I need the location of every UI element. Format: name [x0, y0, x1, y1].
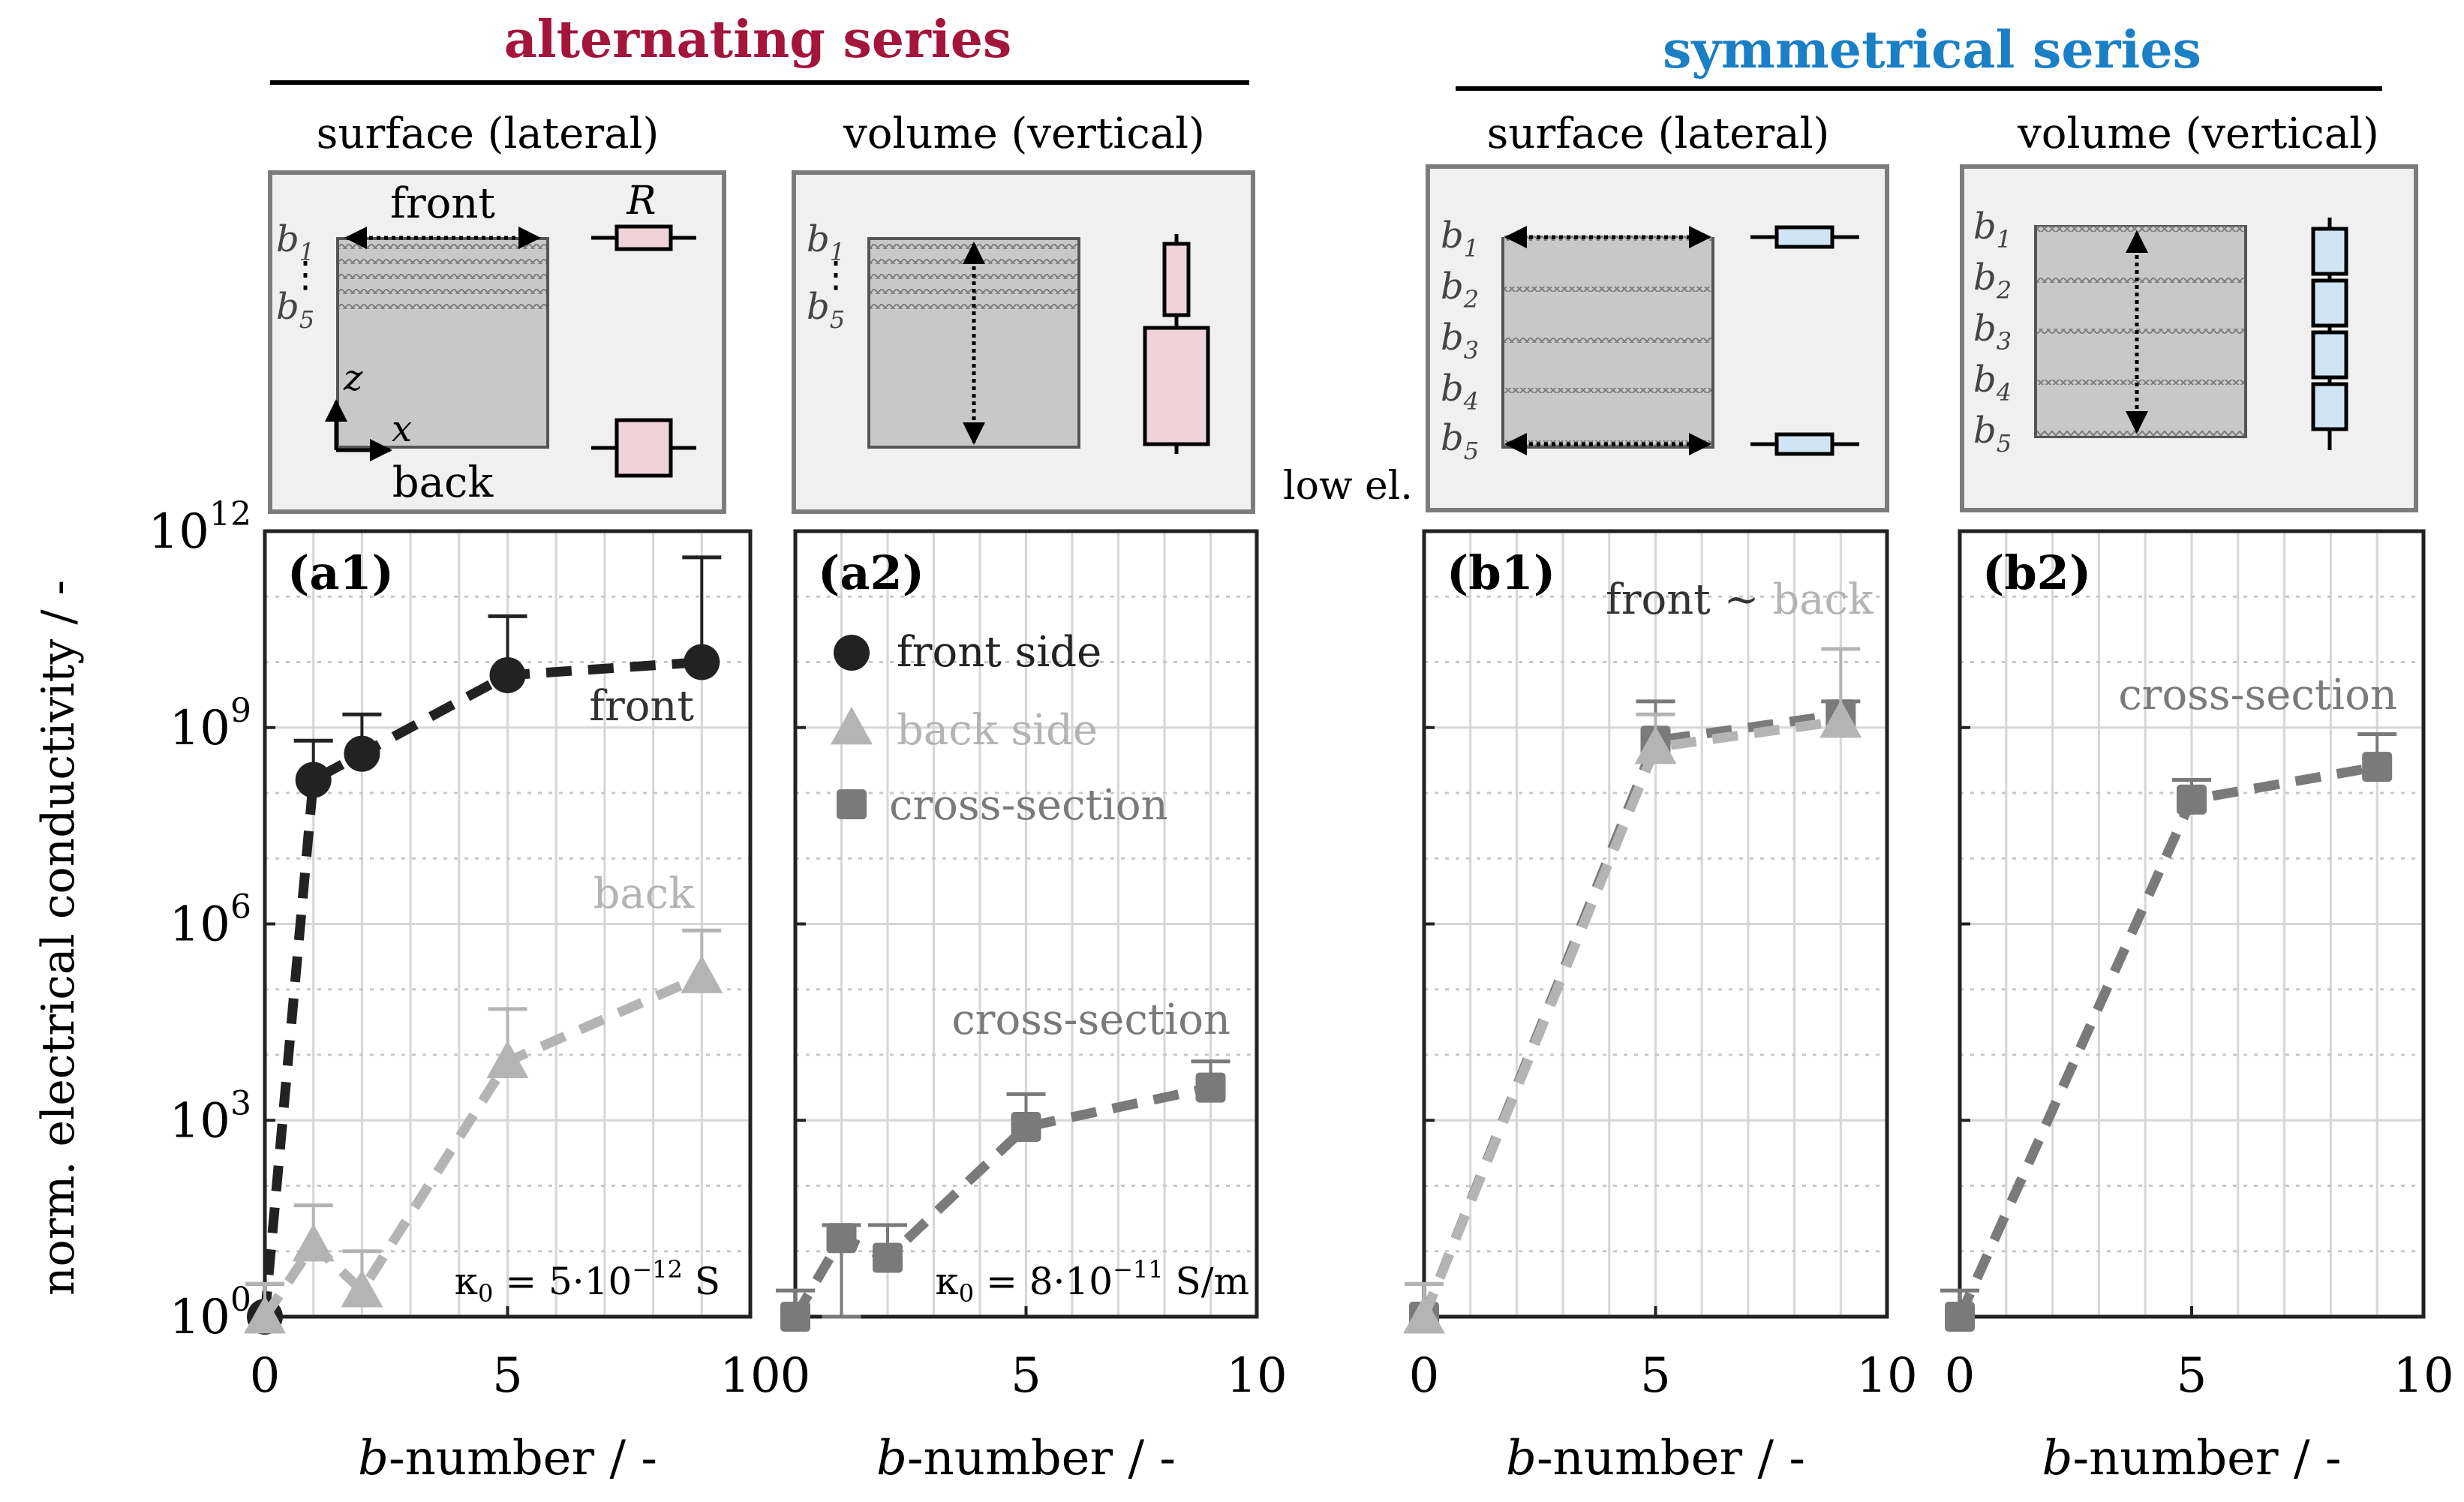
chart-panel-a2: 0 5 10 b-number / - (a2) front side back side c… — [776, 529, 1288, 1486]
resistor-front — [1774, 225, 1834, 249]
front-series-label: front — [589, 682, 694, 731]
y-tick-label: 106 — [170, 888, 251, 953]
resistor-label: R — [626, 179, 656, 224]
front-back-label: front ~ back — [1606, 575, 1874, 624]
x-tick-label: 10 — [1226, 1348, 1287, 1404]
ellipsis-label: ⋮ — [818, 254, 854, 296]
legend: front side back side cross-section — [831, 628, 1168, 830]
schematic-a2: b1 ⋮ b5 — [792, 170, 1255, 514]
y-tick-label: 103 — [170, 1084, 251, 1149]
data-point — [1195, 1072, 1226, 1103]
x-tick-label: 5 — [1011, 1348, 1041, 1404]
x-tick-label: 10 — [1856, 1348, 1917, 1404]
data-point — [1011, 1111, 1041, 1142]
schematic-b1: b1 b2 b3 b4 b5 — [1426, 164, 1889, 512]
data-point — [2362, 752, 2393, 783]
y-tick-label: 1012 — [149, 495, 251, 560]
resistor-back — [1774, 432, 1834, 456]
data-point — [873, 1242, 903, 1273]
resistor-3 — [2311, 330, 2348, 380]
ellipsis-label: ⋮ — [287, 254, 323, 296]
x-axis-label: b-number / - — [1506, 1431, 1805, 1486]
x-tick-label: 0 — [780, 1348, 811, 1404]
data-point — [826, 1223, 857, 1254]
data-point — [486, 1040, 529, 1079]
symmetrical-series-title: symmetrical series — [1663, 20, 2201, 80]
data-point — [1403, 1296, 1445, 1334]
data-point — [1945, 1302, 1975, 1332]
data-point — [341, 1269, 383, 1308]
cross-section-label: cross-section — [2118, 671, 2397, 719]
back-series-label: back — [593, 870, 695, 918]
schematic-b2-title: volume (vertical) — [2017, 110, 2379, 158]
y-axis-label: norm. electrical conductivity / - — [32, 580, 85, 1296]
legend-front-marker — [834, 635, 870, 671]
legend-cross-marker — [837, 789, 867, 819]
data-point — [244, 1296, 286, 1334]
chart-panel-a1: 0 5 10 b-number / - (a1) 100 103 106 109 1012 fron… — [149, 495, 781, 1486]
panel-title: (a1) — [287, 545, 394, 600]
data-point — [489, 656, 526, 693]
kappa-annotation: κ0 = 8·10−11 S/m — [935, 1255, 1249, 1308]
x-axis-label: x — [392, 408, 412, 450]
x-tick-label: 10 — [2393, 1348, 2453, 1404]
chart-panel-b1: 0 5 10 b-number / - (b1) front ~ back — [1403, 529, 1918, 1486]
schematic-b2: b1 b2 b3 b4 b5 — [1960, 164, 2418, 512]
resistor-front — [614, 224, 673, 251]
x-tick-label: 5 — [2177, 1348, 2207, 1404]
resistor-back — [614, 418, 673, 478]
data-point — [681, 955, 723, 993]
legend-cross-label: cross-section — [889, 781, 1168, 830]
z-axis-label: z — [343, 357, 363, 399]
y-tick-label: 109 — [170, 692, 251, 756]
back-label: back — [392, 458, 494, 507]
legend-front-label: front side — [897, 628, 1101, 677]
data-point — [780, 1302, 810, 1332]
series-line — [1419, 716, 1842, 1319]
panel-title: (b2) — [1982, 545, 2091, 600]
resistor-top — [1162, 242, 1191, 317]
panel-title: (b1) — [1447, 545, 1555, 600]
b1-label: b1 — [1973, 206, 2012, 254]
x-tick-label: 0 — [250, 1348, 281, 1404]
x-tick-label: 5 — [1640, 1348, 1671, 1404]
alternating-series-title: alternating series — [504, 10, 1012, 70]
data-point — [2177, 784, 2207, 815]
x-tick-label: 0 — [1945, 1348, 1976, 1404]
resistor-bottom — [1143, 326, 1210, 446]
chart-panel-b2: 0 5 10 b-number / - (b2) cross-section — [1940, 529, 2454, 1486]
kappa-annotation: κ0 = 5·10−12 S — [455, 1255, 720, 1308]
resistor-1 — [2311, 227, 2348, 276]
data-point — [1819, 700, 1862, 738]
x-tick-label: 5 — [492, 1348, 523, 1404]
cross-section-label: cross-section — [951, 996, 1230, 1044]
y-tick-label: 100 — [170, 1281, 251, 1345]
data-point — [684, 644, 720, 680]
legend-back-marker — [831, 707, 873, 745]
data-point — [295, 762, 332, 798]
schematic-a1: front back b1 ⋮ b5 z x R — [268, 170, 726, 514]
schematic-b1-title: surface (lateral) — [1487, 110, 1830, 158]
series-line — [1955, 762, 2378, 1319]
resistor-2 — [2311, 278, 2348, 328]
series-line — [260, 972, 704, 1320]
x-tick-label: 0 — [1409, 1348, 1440, 1404]
schematic-a1-title: surface (lateral) — [317, 110, 660, 158]
x-axis-label: b-number / - — [358, 1431, 657, 1486]
panel-title: (a2) — [818, 545, 924, 600]
x-axis-label: b-number / - — [876, 1431, 1176, 1486]
legend-back-label: back side — [897, 706, 1098, 755]
resistor-4 — [2311, 382, 2348, 431]
x-axis-label: b-number / - — [2042, 1431, 2341, 1486]
front-label: front — [390, 179, 495, 228]
data-point — [344, 735, 380, 772]
schematic-a2-title: volume (vertical) — [843, 110, 1205, 158]
data-point — [1634, 725, 1677, 765]
x-tick-label: 10 — [720, 1348, 780, 1404]
data-point — [292, 1224, 335, 1262]
